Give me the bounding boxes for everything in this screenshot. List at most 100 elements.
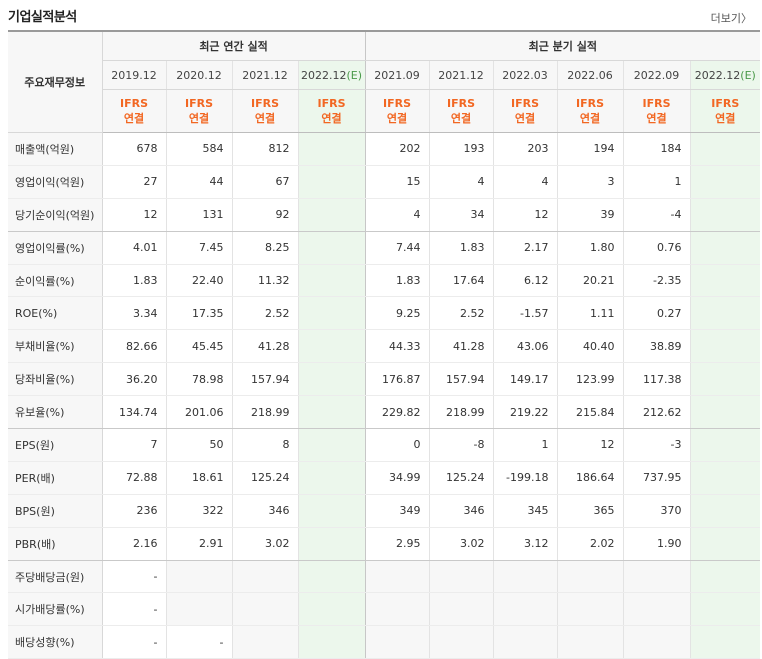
period-header: 2022.09	[622, 60, 691, 90]
table-cell: -	[101, 560, 166, 594]
table-cell: 92	[231, 198, 298, 232]
period-label: 2021.09	[374, 68, 420, 82]
table-cell: 202	[364, 132, 430, 166]
table-cell	[165, 592, 232, 627]
table-cell: 2.52	[231, 296, 298, 331]
row-label: 영업이익(억원)	[8, 165, 103, 199]
table-cell: 215.84	[556, 395, 624, 430]
period-label: 2019.12	[111, 68, 157, 82]
ifrs-label: IFRS 연결	[165, 89, 232, 133]
table-cell: 1.83	[364, 264, 430, 298]
table-cell: 2.52	[428, 296, 494, 331]
table-cell: 1.90	[622, 527, 691, 561]
table-cell: 157.94	[428, 362, 494, 397]
table-cell: 131	[165, 198, 232, 232]
chevron-right-icon: 〉	[741, 12, 752, 25]
table-cell: 812	[231, 132, 298, 166]
more-link[interactable]: 더보기〉	[711, 10, 752, 26]
table-cell	[622, 592, 691, 627]
table-row: 시가배당률(%) -	[8, 592, 761, 627]
table-cell	[689, 428, 761, 462]
period-header: 2020.12	[165, 60, 232, 90]
table-cell: 8	[231, 428, 298, 462]
row-label: EPS(원)	[8, 428, 103, 462]
table-cell: 2.02	[556, 527, 624, 561]
table-cell: -	[101, 625, 166, 659]
table-cell	[428, 560, 494, 594]
table-cell: 203	[492, 132, 558, 166]
table-cell: 22.40	[165, 264, 232, 298]
table-cell	[364, 592, 430, 627]
table-cell: 1	[622, 165, 691, 199]
quarter-header: 최근 분기 실적	[364, 30, 761, 61]
table-cell	[297, 296, 366, 331]
table-cell: 219.22	[492, 395, 558, 430]
estimate-mark: (E)	[740, 68, 756, 82]
table-cell: 678	[101, 132, 166, 166]
row-label: 영업이익률(%)	[8, 231, 103, 265]
ifrs-label: IFRS 연결	[297, 89, 366, 133]
table-cell: 236	[101, 494, 166, 528]
table-cell: 346	[231, 494, 298, 528]
table-row: EPS(원) 7 50 8 0 -8 1 12 -3	[8, 428, 761, 462]
table-cell	[492, 625, 558, 659]
table-cell	[689, 132, 761, 166]
table-cell	[492, 560, 558, 594]
period-header: 2022.03	[492, 60, 558, 90]
table-cell: 72.88	[101, 461, 166, 495]
table-row: 영업이익률(%) 4.01 7.45 8.25 7.44 1.83 2.17 1.80 0.76	[8, 231, 761, 265]
table-cell: 44.33	[364, 329, 430, 364]
table-cell: 1.83	[101, 264, 166, 298]
table-cell	[297, 461, 366, 495]
table-cell: -8	[428, 428, 494, 462]
table-cell	[297, 592, 366, 627]
table-cell	[297, 329, 366, 364]
more-label: 더보기	[710, 12, 741, 25]
table-cell: 4	[492, 165, 558, 199]
table-cell	[231, 592, 298, 627]
table-cell	[689, 362, 761, 397]
period-header: 2021.09	[364, 60, 430, 90]
table-cell: -2.35	[622, 264, 691, 298]
table-cell: 20.21	[556, 264, 624, 298]
row-label: 시가배당률(%)	[8, 592, 103, 627]
table-cell: 0.27	[622, 296, 691, 331]
table-cell: 194	[556, 132, 624, 166]
table-cell: 67	[231, 165, 298, 199]
table-cell	[622, 560, 691, 594]
table-cell: 346	[428, 494, 494, 528]
table-cell: 17.35	[165, 296, 232, 331]
table-cell	[231, 560, 298, 594]
ifrs-text: IFRS 연결	[317, 97, 346, 125]
financial-table: 주요재무정보 최근 연간 실적 최근 분기 실적 2019.12 2020.12 2…	[8, 30, 761, 659]
table-cell: 370	[622, 494, 691, 528]
row-label: 배당성향(%)	[8, 625, 103, 659]
table-cell	[689, 395, 761, 430]
table-cell: 117.38	[622, 362, 691, 397]
table-cell: 6.12	[492, 264, 558, 298]
table-cell: 737.95	[622, 461, 691, 495]
period-label: 2021.12	[438, 68, 484, 82]
period-header: 2022.12(E)	[689, 60, 761, 90]
table-cell: 365	[556, 494, 624, 528]
period-header: 2021.12	[231, 60, 298, 90]
row-label: 당좌비율(%)	[8, 362, 103, 397]
table-cell: 27	[101, 165, 166, 199]
table-row: PBR(배) 2.16 2.91 3.02 2.95 3.02 3.12 2.02 1.90	[8, 527, 761, 561]
period-header: 2022.06	[556, 60, 624, 90]
table-cell	[556, 560, 624, 594]
table-cell	[297, 198, 366, 232]
table-cell	[689, 296, 761, 331]
row-label: 순이익률(%)	[8, 264, 103, 298]
table-cell	[297, 362, 366, 397]
table-cell: 43.06	[492, 329, 558, 364]
ifrs-label: IFRS 연결	[492, 89, 558, 133]
ifrs-label: IFRS 연결	[231, 89, 298, 133]
table-cell: 1	[492, 428, 558, 462]
table-cell	[689, 198, 761, 232]
ifrs-label: IFRS 연결	[101, 89, 166, 133]
table-cell: -	[165, 625, 232, 659]
table-cell: 201.06	[165, 395, 232, 430]
table-cell	[364, 560, 430, 594]
table-cell	[428, 592, 494, 627]
